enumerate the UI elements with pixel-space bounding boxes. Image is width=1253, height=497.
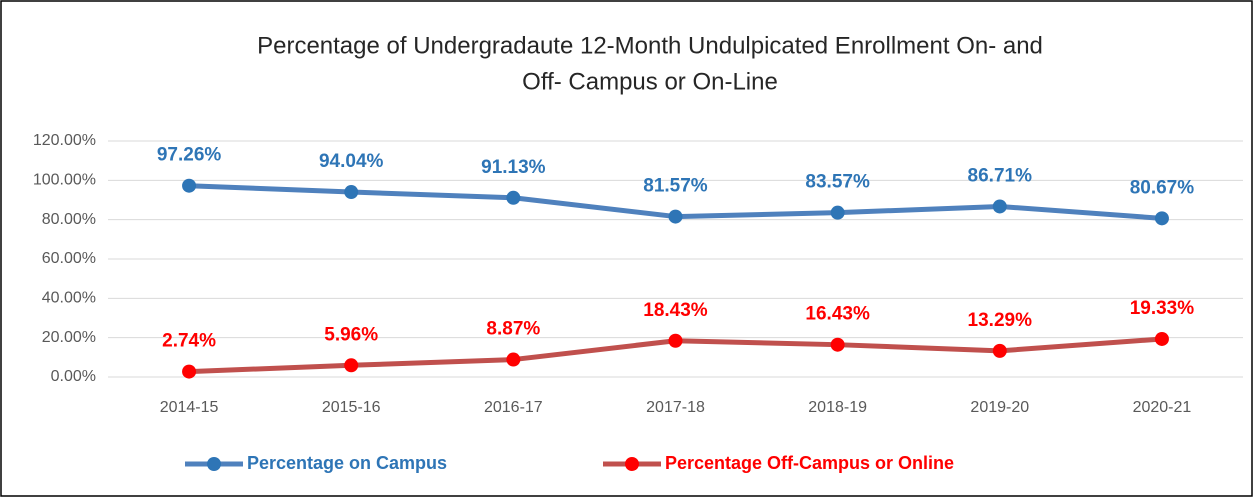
data-label: 86.71% [968, 165, 1033, 186]
y-tick-label: 80.00% [42, 211, 96, 228]
y-tick-label: 20.00% [42, 329, 96, 346]
chart-title: Off- Campus or On-Line [522, 68, 778, 95]
legend-label: Percentage on Campus [247, 453, 447, 473]
data-point [830, 205, 845, 220]
data-point [344, 185, 359, 200]
data-label: 94.04% [319, 151, 384, 172]
data-point [506, 190, 521, 205]
x-tick-label: 2018-19 [808, 399, 867, 416]
data-point [506, 352, 521, 367]
data-point [992, 343, 1007, 358]
data-label: 16.43% [805, 304, 870, 325]
data-label: 5.96% [324, 324, 378, 345]
y-tick-label: 100.00% [33, 172, 96, 189]
x-tick-label: 2016-17 [484, 399, 543, 416]
data-point [668, 209, 683, 224]
data-label: 81.57% [643, 176, 708, 197]
data-point [182, 178, 197, 193]
data-label: 83.57% [805, 172, 870, 193]
data-point [830, 337, 845, 352]
data-label: 19.33% [1130, 298, 1195, 319]
y-tick-label: 120.00% [33, 132, 96, 149]
y-tick-label: 40.00% [42, 290, 96, 307]
x-tick-label: 2014-15 [160, 399, 219, 416]
y-tick-label: 60.00% [42, 250, 96, 267]
data-label: 8.87% [486, 319, 540, 340]
x-tick-label: 2020-21 [1133, 399, 1192, 416]
legend-label: Percentage Off-Campus or Online [665, 453, 954, 473]
legend-marker [207, 457, 221, 471]
x-tick-label: 2017-18 [646, 399, 705, 416]
data-label: 91.13% [481, 157, 546, 178]
data-point [992, 199, 1007, 214]
y-tick-label: 0.00% [51, 368, 96, 385]
chart-title: Percentage of Undergradaute 12-Month Und… [257, 32, 1043, 59]
data-point [668, 333, 683, 348]
data-point [1154, 331, 1169, 346]
data-point [344, 358, 359, 373]
data-point [1154, 211, 1169, 226]
x-tick-label: 2019-20 [970, 399, 1029, 416]
data-label: 97.26% [157, 145, 222, 166]
data-label: 18.43% [643, 300, 708, 321]
data-point [182, 364, 197, 379]
legend-marker [625, 457, 639, 471]
data-label: 80.67% [1130, 177, 1195, 198]
data-label: 13.29% [968, 310, 1033, 331]
x-tick-label: 2015-16 [322, 399, 381, 416]
data-label: 2.74% [162, 331, 216, 352]
